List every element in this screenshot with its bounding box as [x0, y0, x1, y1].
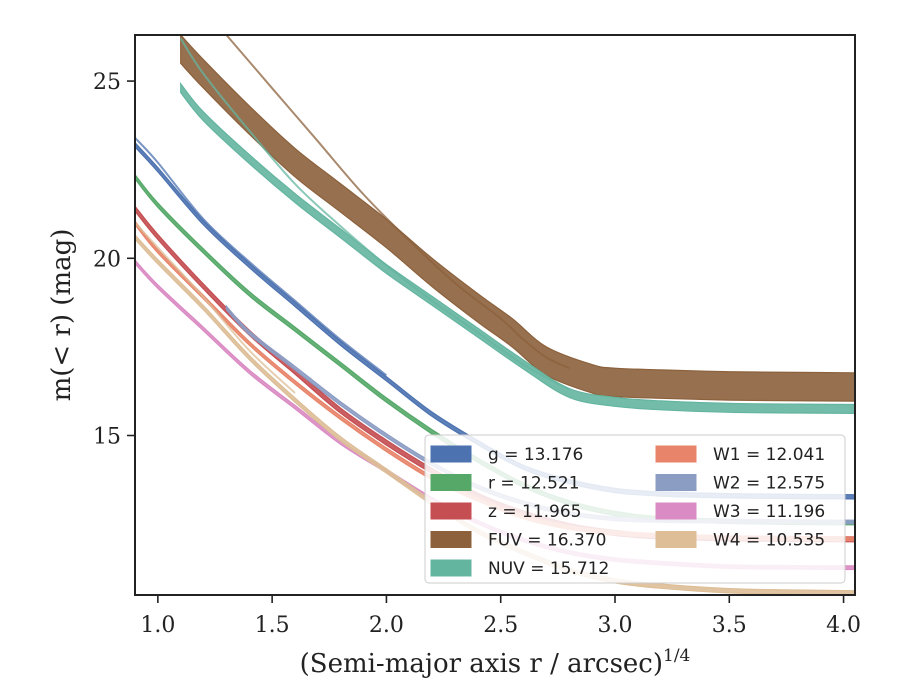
series-r-band	[135, 173, 855, 526]
legend-swatch	[430, 531, 472, 548]
legend-swatch	[655, 445, 697, 463]
legend-label: NUV = 15.712	[488, 559, 609, 579]
x-axis-title: (Semi-major axis r / arcsec)1/4	[300, 646, 691, 679]
y-tick-label: 20	[93, 247, 121, 272]
legend-item-w1: W1 = 12.041	[655, 445, 825, 465]
series-w4-outlier-line	[135, 222, 296, 394]
legend-item-g: g = 13.176	[430, 445, 583, 465]
x-axis-ticks: 1.0 1.5 2.0 2.5 3.0 3.5 4.0	[140, 595, 861, 638]
legend-item-w4: W4 = 10.535	[655, 531, 825, 551]
series-g-outlier-line	[135, 137, 388, 377]
legend: g = 13.176 W1 = 12.041 r = 12.521 W2 = 12.5…	[424, 434, 846, 584]
legend-label: W2 = 12.575	[713, 474, 825, 494]
series-g-band	[135, 141, 855, 500]
legend-swatch	[655, 474, 697, 491]
legend-label: W4 = 10.535	[713, 531, 825, 551]
plot-frame	[134, 34, 856, 596]
legend-item-w2: W2 = 12.575	[655, 474, 825, 494]
series-w1-band	[135, 220, 855, 542]
legend-frame	[424, 434, 846, 584]
x-tick-label: 2.0	[369, 613, 404, 638]
x-tick-label: 3.0	[598, 613, 633, 638]
series-w4-band	[135, 234, 855, 595]
legend-item-fuv: FUV = 16.370	[430, 531, 606, 551]
y-tick-label: 25	[93, 70, 121, 95]
legend-swatch	[430, 474, 472, 491]
legend-swatch	[430, 445, 472, 463]
legend-swatch	[655, 502, 697, 520]
legend-swatch	[655, 531, 697, 548]
legend-label: z = 11.965	[488, 502, 581, 522]
legend-swatch	[430, 559, 472, 577]
legend-item-nuv: NUV = 15.712	[430, 559, 609, 579]
series-w2-band	[225, 304, 855, 525]
legend-swatch	[430, 502, 472, 520]
legend-label: r = 12.521	[488, 474, 580, 494]
series-nuv-band	[180, 81, 855, 415]
legend-item-r: r = 12.521	[430, 474, 580, 494]
x-tick-label: 2.5	[483, 613, 518, 638]
y-tick-label: 15	[93, 425, 121, 450]
x-tick-label: 3.5	[712, 613, 747, 638]
legend-label: g = 13.176	[488, 445, 583, 465]
x-tick-label: 1.5	[255, 613, 290, 638]
legend-item-z: z = 11.965	[430, 502, 581, 522]
series-bands	[135, 35, 855, 595]
x-axis-title-exponent: 1/4	[663, 646, 690, 666]
legend-item-w3: W3 = 11.196	[655, 502, 825, 522]
series-fuv-band	[180, 35, 855, 402]
y-axis-ticks: 15 20 25	[93, 70, 135, 450]
legend-label: FUV = 16.370	[488, 531, 606, 551]
legend-label: W1 = 12.041	[713, 445, 825, 465]
series-z-band	[135, 205, 855, 543]
x-tick-label: 1.0	[140, 613, 175, 638]
legend-label: W3 = 11.196	[713, 502, 825, 522]
x-tick-label: 4.0	[826, 613, 861, 638]
y-axis-title: m(< r) (mag)	[47, 229, 77, 402]
x-axis-title-text: (Semi-major axis r / arcsec)	[300, 649, 663, 679]
